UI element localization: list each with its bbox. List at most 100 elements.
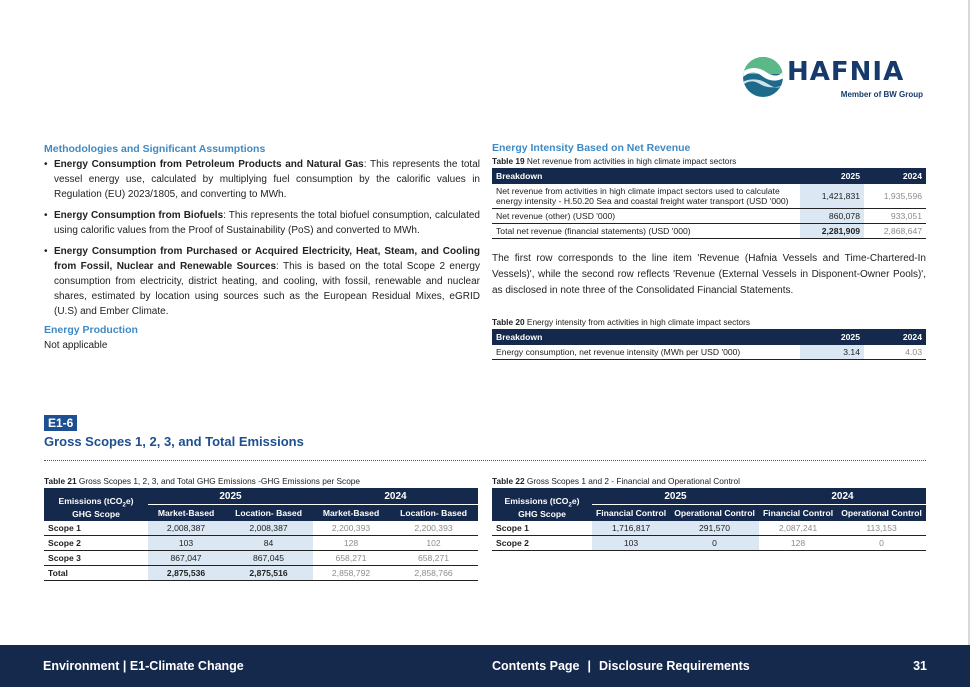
col-header: Operational Control: [670, 504, 759, 521]
table-cell: 2,087,241: [758, 520, 838, 536]
table-cell: 2,858,766: [389, 565, 478, 581]
table-row: Total net revenue (financial statements)…: [492, 223, 926, 239]
energy-production-heading: Energy Production: [44, 324, 138, 336]
footer-separator: |: [587, 659, 592, 673]
table-row: Scope 2 103 84 128 102: [44, 535, 478, 551]
table-cell: 128: [312, 535, 390, 551]
contents-page-link[interactable]: Contents Page: [492, 659, 580, 673]
table-caption-text: Net revenue from activities in high clim…: [526, 156, 737, 166]
logo-wordmark: HAFNIA: [787, 57, 905, 87]
col-header: Location- Based: [389, 504, 478, 521]
energy-production-text: Not applicable: [44, 340, 108, 351]
table-cell: 658,271: [389, 550, 478, 566]
col-header: 2025: [800, 329, 864, 345]
table-cell: 0: [670, 535, 759, 551]
table-21: Emissions (tCO2e) GHG Scope 2025 2024 Market…: [44, 488, 478, 581]
table-cell: 0: [837, 535, 926, 551]
table-cell: 867,045: [224, 550, 313, 566]
cell-2025: 2,281,909: [800, 223, 864, 239]
methodologies-list: Energy Consumption from Petroleum Produc…: [44, 157, 480, 319]
table-cell: 2,200,393: [312, 520, 390, 536]
dotted-divider: [44, 460, 926, 461]
year-header: 2024: [758, 488, 926, 506]
table-caption-text: Energy intensity from activities in high…: [526, 317, 751, 327]
table-row: Total 2,875,536 2,875,516 2,858,792 2,858,76…: [44, 565, 478, 581]
table-cell: 1,716,817: [592, 520, 671, 536]
cell-2024: 1,935,596: [864, 184, 926, 209]
table-row: Net revenue (other) (USD '000) 860,078 933…: [492, 208, 926, 224]
bullet-term: Energy Consumption from Purchased or Acq…: [54, 246, 480, 272]
table-cell: 2,008,387: [148, 520, 225, 536]
hafnia-globe-icon: [743, 57, 783, 97]
row-label: Net revenue from activities in high clim…: [492, 184, 800, 209]
row-label: Total: [44, 565, 148, 581]
page-number: 31: [913, 659, 927, 673]
table-cell: 103: [148, 535, 225, 551]
energy-intensity-heading: Energy Intensity Based on Net Revenue: [492, 142, 691, 154]
disclosure-requirements-link[interactable]: Disclosure Requirements: [599, 659, 750, 673]
table-cell: 103: [592, 535, 671, 551]
bullet-text: : This represents the total biofuel cons…: [54, 210, 480, 236]
header-label: Emissions (tCO2e) GHG Scope: [44, 488, 148, 521]
table-21-caption: Table 21 Gross Scopes 1, 2, 3, and Total…: [44, 476, 478, 486]
row-label: Scope 3: [44, 550, 148, 566]
table-cell: 84: [224, 535, 313, 551]
table-number: Table 19: [492, 156, 525, 166]
cell-2025: 1,421,831: [800, 184, 864, 209]
cell-2024: 933,051: [864, 208, 926, 224]
table-row: Scope 2 103 0 128 0: [492, 535, 926, 551]
logo-tagline: Member of BW Group: [840, 90, 923, 99]
cell-2024: 2,868,647: [864, 223, 926, 239]
row-label: Scope 2: [492, 535, 592, 551]
table-cell: 2,875,516: [224, 565, 313, 581]
col-header: 2025: [800, 168, 864, 184]
table-cell: 658,271: [312, 550, 390, 566]
list-item: Energy Consumption from Purchased or Acq…: [44, 244, 480, 319]
bullet-text: : This is based on the total Scope 2 ene…: [54, 261, 480, 317]
table-row: Scope 1 2,008,387 2,008,387 2,200,393 2,200,…: [44, 520, 478, 536]
list-item: Energy Consumption from Biofuels: This r…: [44, 208, 480, 238]
col-header: 2024: [864, 168, 926, 184]
col-header: Market-Based: [148, 504, 225, 521]
table-20: Breakdown 2025 2024 Energy consumption, ne…: [492, 329, 926, 360]
col-header: Breakdown: [492, 329, 800, 345]
table-19: Breakdown 2025 2024 Net revenue from activ…: [492, 168, 926, 239]
row-label: Total net revenue (financial statements)…: [492, 223, 800, 239]
table-21-block: Table 21 Gross Scopes 1, 2, 3, and Total…: [44, 474, 478, 581]
col-header: Market-Based: [312, 504, 390, 521]
table-cell: 128: [758, 535, 838, 551]
table-caption-text: Gross Scopes 1, 2, 3, and Total GHG Emis…: [78, 476, 361, 486]
table-cell: 291,570: [670, 520, 759, 536]
row-label: Energy consumption, net revenue intensit…: [492, 345, 800, 360]
table-cell: 2,200,393: [389, 520, 478, 536]
table-cell: 2,008,387: [224, 520, 313, 536]
col-header: Location- Based: [224, 504, 313, 521]
table-cell: 113,153: [837, 520, 926, 536]
table-cell: 2,858,792: [312, 565, 390, 581]
col-header: Breakdown: [492, 168, 800, 184]
col-header: Financial Control: [758, 504, 838, 521]
energy-intensity-section: Energy Intensity Based on Net Revenue Ta…: [492, 142, 926, 360]
table-19-caption: Table 19 Net revenue from activities in …: [492, 156, 926, 166]
col-header: Financial Control: [592, 504, 671, 521]
table-cell: 102: [389, 535, 478, 551]
year-header: 2024: [312, 488, 478, 506]
methodologies-heading: Methodologies and Significant Assumption…: [44, 143, 266, 155]
footer-bar: Environment | E1-Climate Change Contents…: [0, 645, 970, 687]
bullet-text: : This represents the total vessel energ…: [54, 159, 480, 200]
table-row: Scope 1 1,716,817 291,570 2,087,241 113,153: [492, 520, 926, 536]
table-row: Net revenue from activities in high clim…: [492, 184, 926, 209]
table-22-caption: Table 22 Gross Scopes 1 and 2 - Financia…: [492, 476, 926, 486]
table-number: Table 21: [44, 476, 77, 486]
table-20-caption: Table 20 Energy intensity from activitie…: [492, 317, 926, 327]
revenue-note-paragraph: The first row corresponds to the line it…: [492, 253, 926, 296]
hafnia-logo: HAFNIA Member of BW Group: [742, 56, 927, 106]
row-label: Scope 1: [44, 520, 148, 536]
table-caption-text: Gross Scopes 1 and 2 - Financial and Ope…: [526, 476, 740, 486]
row-label: Scope 2: [44, 535, 148, 551]
header-label: Emissions (tCO2e) GHG Scope: [492, 488, 592, 521]
section-badge: E1-6: [44, 415, 78, 431]
table-row: Scope 3 867,047 867,045 658,271 658,271: [44, 550, 478, 566]
footer-nav: Contents Page | Disclosure Requirements: [492, 645, 750, 687]
